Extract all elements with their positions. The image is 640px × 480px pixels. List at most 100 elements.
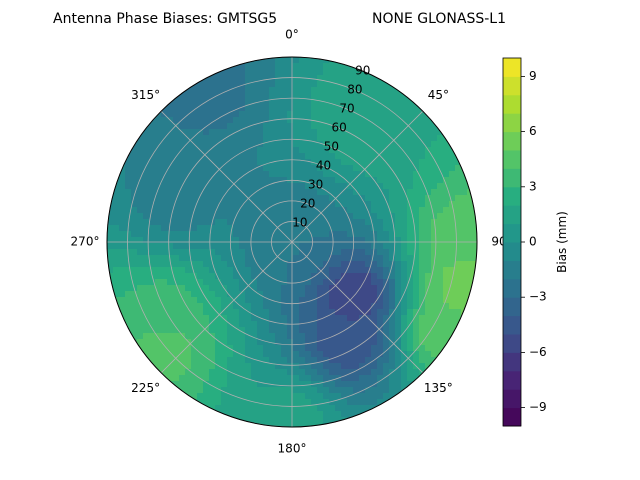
heatmap-cell xyxy=(257,399,264,406)
heatmap-cell xyxy=(131,297,138,304)
heatmap-cell xyxy=(269,231,276,238)
heatmap-cell xyxy=(239,273,246,280)
heatmap-cell xyxy=(107,249,114,256)
heatmap-cell xyxy=(239,357,246,364)
heatmap-cell xyxy=(227,81,234,88)
heatmap-cell xyxy=(341,153,348,160)
heatmap-cell xyxy=(323,249,330,256)
heatmap-cell xyxy=(263,321,270,328)
heatmap-cell xyxy=(401,219,408,226)
heatmap-cell xyxy=(179,357,186,364)
heatmap-cell xyxy=(317,183,324,190)
heatmap-cell xyxy=(191,315,198,322)
heatmap-cell xyxy=(251,159,258,166)
heatmap-cell xyxy=(365,75,372,82)
heatmap-cell xyxy=(257,381,264,388)
heatmap-cell xyxy=(293,63,300,70)
heatmap-cell xyxy=(179,273,186,280)
heatmap-cell xyxy=(197,267,204,274)
heatmap-cell xyxy=(221,237,228,244)
heatmap-cell xyxy=(299,363,306,370)
heatmap-cell xyxy=(305,159,312,166)
heatmap-cell xyxy=(263,111,270,118)
heatmap-cell xyxy=(137,321,144,328)
heatmap-cell xyxy=(173,213,180,220)
heatmap-cell xyxy=(155,339,162,346)
heatmap-cell xyxy=(227,135,234,142)
heatmap-cell xyxy=(467,273,474,280)
heatmap-cell xyxy=(371,279,378,286)
heatmap-cell xyxy=(125,273,132,280)
heatmap-cell xyxy=(377,237,384,244)
heatmap-cell xyxy=(203,171,210,178)
heatmap-cell xyxy=(335,399,342,406)
heatmap-cell xyxy=(275,309,282,316)
heatmap-cell xyxy=(443,237,450,244)
heatmap-cell xyxy=(203,243,210,250)
heatmap-cell xyxy=(269,315,276,322)
heatmap-cell xyxy=(389,183,396,190)
heatmap-cell xyxy=(215,393,222,400)
colorbar-segment xyxy=(503,76,521,96)
heatmap-cell xyxy=(137,261,144,268)
heatmap-cell xyxy=(287,315,294,322)
heatmap-cell xyxy=(407,297,414,304)
heatmap-cell xyxy=(305,297,312,304)
heatmap-cell xyxy=(155,309,162,316)
heatmap-cell xyxy=(437,357,444,364)
heatmap-cell xyxy=(215,243,222,250)
heatmap-cell xyxy=(305,237,312,244)
heatmap-cell xyxy=(335,153,342,160)
heatmap-cell xyxy=(353,171,360,178)
heatmap-cell xyxy=(125,303,132,310)
heatmap-cell xyxy=(215,201,222,208)
heatmap-cell xyxy=(119,231,126,238)
heatmap-cell xyxy=(305,117,312,124)
heatmap-cell xyxy=(359,351,366,358)
heatmap-cell xyxy=(197,219,204,226)
heatmap-cell xyxy=(365,309,372,316)
azimuth-tick-label: 135° xyxy=(424,381,453,395)
heatmap-cell xyxy=(257,279,264,286)
heatmap-cell xyxy=(317,117,324,124)
heatmap-cell xyxy=(185,105,192,112)
heatmap-cell xyxy=(461,201,468,208)
heatmap-cell xyxy=(473,213,477,220)
heatmap-cell xyxy=(257,291,264,298)
heatmap-cell xyxy=(407,213,414,220)
heatmap-cell xyxy=(311,213,318,220)
heatmap-cell xyxy=(263,345,270,352)
heatmap-cell xyxy=(449,285,456,292)
heatmap-cell xyxy=(437,135,444,142)
heatmap-cell xyxy=(143,261,150,268)
heatmap-cell xyxy=(227,147,234,154)
heatmap-cell xyxy=(347,231,354,238)
heatmap-cell xyxy=(317,99,324,106)
heatmap-cell xyxy=(347,369,354,376)
heatmap-cell xyxy=(209,309,216,316)
heatmap-cell xyxy=(275,261,282,268)
heatmap-cell xyxy=(395,243,402,250)
heatmap-cell xyxy=(245,225,252,232)
heatmap-cell xyxy=(431,159,438,166)
heatmap-cell xyxy=(371,339,378,346)
heatmap-cell xyxy=(293,261,300,268)
heatmap-cell xyxy=(173,303,180,310)
heatmap-cell xyxy=(227,357,234,364)
heatmap-cell xyxy=(173,141,180,148)
heatmap-cell xyxy=(299,153,306,160)
heatmap-cell xyxy=(197,405,204,412)
heatmap-cell xyxy=(401,123,408,130)
heatmap-cell xyxy=(191,183,198,190)
heatmap-cell xyxy=(467,219,474,226)
heatmap-cell xyxy=(161,255,168,262)
heatmap-cell xyxy=(233,309,240,316)
heatmap-cell xyxy=(389,399,396,406)
heatmap-cell xyxy=(461,207,468,214)
heatmap-cell xyxy=(335,213,342,220)
heatmap-cell xyxy=(455,225,462,232)
heatmap-cell xyxy=(329,339,336,346)
heatmap-cell xyxy=(461,249,468,256)
heatmap-cell xyxy=(311,159,318,166)
heatmap-cell xyxy=(161,339,168,346)
